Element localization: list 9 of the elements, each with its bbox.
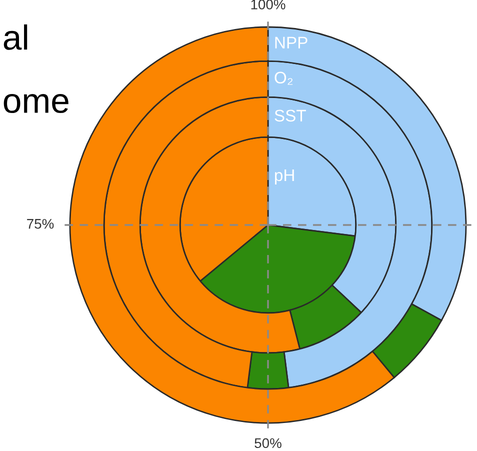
text: 75% xyxy=(27,218,54,229)
text: al xyxy=(4,24,28,50)
slice-label: NPP xyxy=(275,36,308,48)
text: 50% xyxy=(254,438,282,448)
slice-label: SST xyxy=(274,110,306,122)
slice-label: pH xyxy=(275,170,294,184)
text: 100% xyxy=(251,0,286,10)
text: ome xyxy=(4,94,68,114)
slice-label: O₂ xyxy=(274,72,293,85)
